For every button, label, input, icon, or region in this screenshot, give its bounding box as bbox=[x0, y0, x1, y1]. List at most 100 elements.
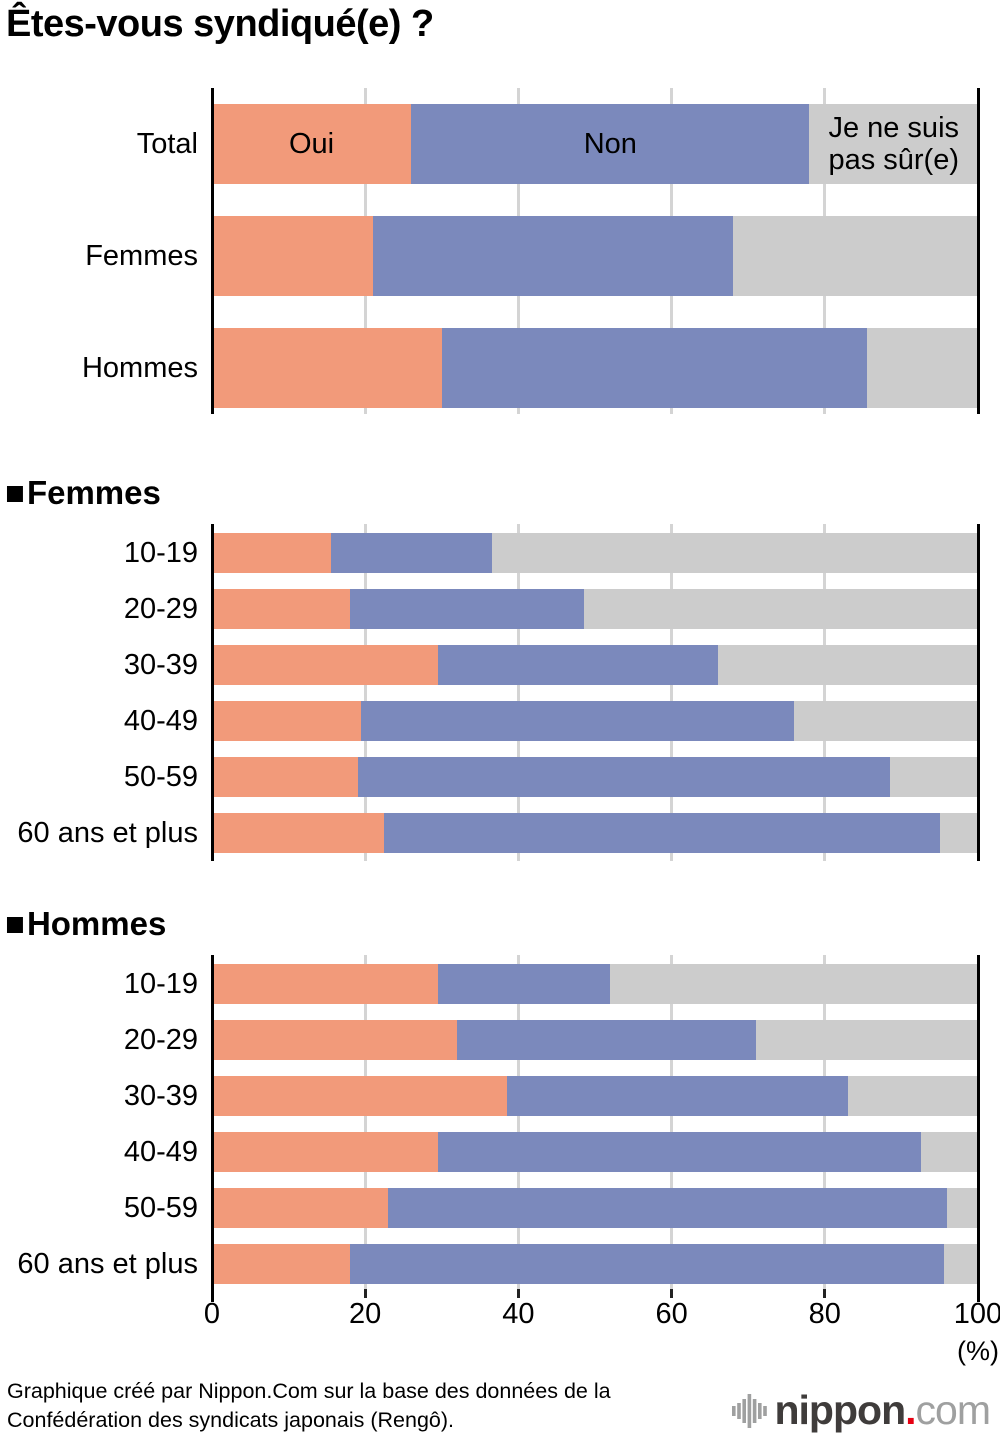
axis-tick-label: 0 bbox=[203, 1298, 221, 1330]
bar-segment-pas_sur bbox=[920, 1132, 978, 1172]
category-label: Hommes bbox=[81, 351, 198, 384]
legend-label-pas_sur: Je ne suis pas sûr(e) bbox=[828, 111, 960, 176]
bar-segment-oui bbox=[212, 1132, 438, 1172]
bar-segment-non bbox=[384, 813, 940, 853]
axis-tick-label: 100 bbox=[953, 1298, 1000, 1330]
bar-segment-non bbox=[506, 1076, 848, 1116]
bar-row bbox=[212, 328, 978, 408]
legend-label-oui: Oui bbox=[289, 127, 335, 160]
gridline bbox=[363, 524, 367, 861]
bar-row bbox=[212, 1244, 978, 1284]
bar-segment-oui bbox=[212, 757, 358, 797]
bar-segment-non bbox=[437, 645, 718, 685]
category-label: 40-49 bbox=[123, 1135, 198, 1168]
section-marker-icon: ■ bbox=[5, 905, 25, 942]
bar-segment-pas_sur bbox=[794, 701, 978, 741]
gridline bbox=[363, 955, 367, 1289]
bar-segment-oui bbox=[212, 701, 362, 741]
axis-line bbox=[210, 88, 214, 414]
bar-row bbox=[212, 964, 978, 1004]
bar-segment-non bbox=[437, 1132, 921, 1172]
bar-segment-pas_sur bbox=[610, 964, 978, 1004]
bar-segment-oui bbox=[212, 813, 385, 853]
source-text: Graphique créé par Nippon.Com sur la bas… bbox=[7, 1377, 611, 1434]
category-label: 60 ans et plus bbox=[17, 816, 198, 849]
source-line-1: Graphique créé par Nippon.Com sur la bas… bbox=[7, 1379, 611, 1403]
chart-overall: Total Oui Non Je ne suis pas sûr(e) Femmes Ho… bbox=[0, 88, 1000, 414]
logo-nippon: nippon bbox=[774, 1387, 907, 1433]
bar-segment-pas_sur bbox=[755, 1020, 978, 1060]
bar-row: Oui Non Je ne suis pas sûr(e) bbox=[212, 104, 978, 184]
section-title-text: Femmes bbox=[26, 474, 161, 511]
logo-com: com bbox=[915, 1387, 991, 1433]
section-title-femmes: ■Femmes bbox=[5, 474, 161, 512]
bar-segment-pas_sur bbox=[717, 645, 978, 685]
gridline bbox=[823, 524, 827, 861]
bar-segment-non bbox=[457, 1020, 756, 1060]
gridline bbox=[516, 524, 520, 861]
gridline bbox=[670, 524, 674, 861]
bar-segment-non bbox=[372, 216, 733, 296]
bar-segment-non bbox=[437, 964, 611, 1004]
category-label: 20-29 bbox=[123, 592, 198, 625]
bar-segment-pas_sur bbox=[491, 533, 978, 573]
source-line-2: Confédération des syndicats japonais (Re… bbox=[7, 1407, 454, 1432]
bar-segment-pas_sur bbox=[947, 1188, 978, 1228]
bar-row bbox=[212, 1188, 978, 1228]
axis-tick-label: 40 bbox=[502, 1298, 535, 1330]
category-label: 60 ans et plus bbox=[17, 1247, 198, 1280]
bar-segment-pas_sur bbox=[939, 813, 978, 853]
bar-segment-non bbox=[349, 1244, 944, 1284]
bar-segment-non bbox=[357, 757, 890, 797]
axis-line bbox=[210, 524, 214, 861]
gridline bbox=[670, 955, 674, 1289]
section-title-hommes: ■Hommes bbox=[5, 905, 166, 943]
soundwave-icon bbox=[731, 1393, 767, 1428]
bar-segment-oui bbox=[212, 1020, 458, 1060]
nippon-logo-text: nippon.com bbox=[774, 1387, 992, 1434]
bar-row bbox=[212, 1132, 978, 1172]
category-label: 50-59 bbox=[123, 760, 198, 793]
axis-line bbox=[976, 524, 980, 861]
bar-segment-pas_sur bbox=[732, 216, 978, 296]
chart-hommes: 10-19 20-29 30-39 40-49 50-59 60 ans et plus bbox=[0, 955, 1000, 1289]
bar-row bbox=[212, 701, 978, 741]
bar-row bbox=[212, 757, 978, 797]
bar-segment-non bbox=[330, 533, 492, 573]
bar-segment-oui bbox=[212, 216, 373, 296]
category-label: Total bbox=[136, 127, 198, 160]
axis-tick-label: 20 bbox=[349, 1298, 382, 1330]
gridline bbox=[823, 955, 827, 1289]
axis-tick bbox=[363, 1289, 367, 1298]
nippon-logo: nippon.com bbox=[731, 1387, 992, 1434]
bar-segment-oui bbox=[212, 1076, 507, 1116]
bar-row bbox=[212, 589, 978, 629]
legend-label-non: Non bbox=[583, 127, 637, 160]
chart-title: Êtes-vous syndiqué(e) ? bbox=[6, 3, 434, 45]
chart-femmes: 10-19 20-29 30-39 40-49 50-59 60 ans et plus bbox=[0, 524, 1000, 861]
bar-row bbox=[212, 813, 978, 853]
category-label: 10-19 bbox=[123, 536, 198, 569]
axis-line bbox=[210, 955, 214, 1289]
axis-tick bbox=[516, 1289, 520, 1298]
bar-segment-pas_sur bbox=[889, 757, 978, 797]
bar-segment-non bbox=[361, 701, 795, 741]
axis-unit-label: (%) bbox=[957, 1336, 999, 1366]
axis-tick bbox=[210, 1289, 214, 1302]
gridline bbox=[516, 955, 520, 1289]
axis-line bbox=[976, 955, 980, 1289]
bar-row bbox=[212, 645, 978, 685]
bar-segment-pas_sur bbox=[847, 1076, 978, 1116]
bar-segment-oui: Oui bbox=[212, 104, 412, 184]
section-marker-icon: ■ bbox=[5, 474, 25, 511]
bar-segment-oui bbox=[212, 964, 438, 1004]
bar-segment-non bbox=[388, 1188, 948, 1228]
bar-segment-pas_sur: Je ne suis pas sûr(e) bbox=[809, 104, 978, 184]
axis-tick bbox=[670, 1289, 674, 1298]
category-label: 20-29 bbox=[123, 1023, 198, 1056]
bar-segment-non: Non bbox=[411, 104, 810, 184]
bar-segment-oui bbox=[212, 533, 331, 573]
bar-segment-pas_sur bbox=[583, 589, 978, 629]
bar-segment-non bbox=[441, 328, 867, 408]
